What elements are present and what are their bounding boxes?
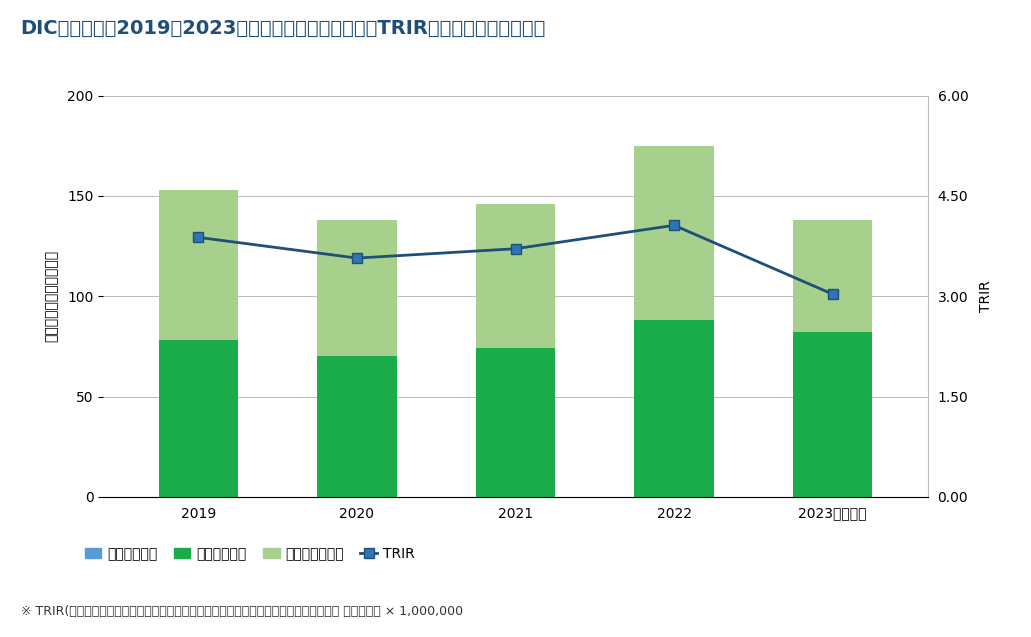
Text: ※ TRIR(総労働災害度数率）　＝　（死亡災害者数＋休業災害者数＋不休業災害者数）／ 労働時間数 × 1,000,000: ※ TRIR(総労働災害度数率） ＝ （死亡災害者数＋休業災害者数＋不休業災害者…	[21, 605, 463, 618]
Bar	[634, 146, 713, 320]
Bar	[634, 320, 713, 497]
Bar	[793, 220, 872, 333]
Bar	[793, 333, 872, 497]
Bar	[159, 190, 238, 340]
Bar	[476, 348, 555, 497]
Y-axis label: TRIR: TRIR	[979, 280, 994, 312]
Text: DICグループの2019〜2023年度の総労働災害度数率（TRIR）と労働災害死傷者数: DICグループの2019〜2023年度の総労働災害度数率（TRIR）と労働災害死…	[21, 19, 546, 38]
Bar	[318, 357, 397, 497]
Bar	[476, 204, 555, 348]
Bar	[159, 340, 238, 497]
Y-axis label: 労働災害死傷者数（人）: 労働災害死傷者数（人）	[44, 250, 59, 342]
Bar	[318, 220, 397, 357]
Legend: 死亡災害者数, 休業災害者数, 不休業災害者数, TRIR: 死亡災害者数, 休業災害者数, 不休業災害者数, TRIR	[79, 541, 420, 566]
